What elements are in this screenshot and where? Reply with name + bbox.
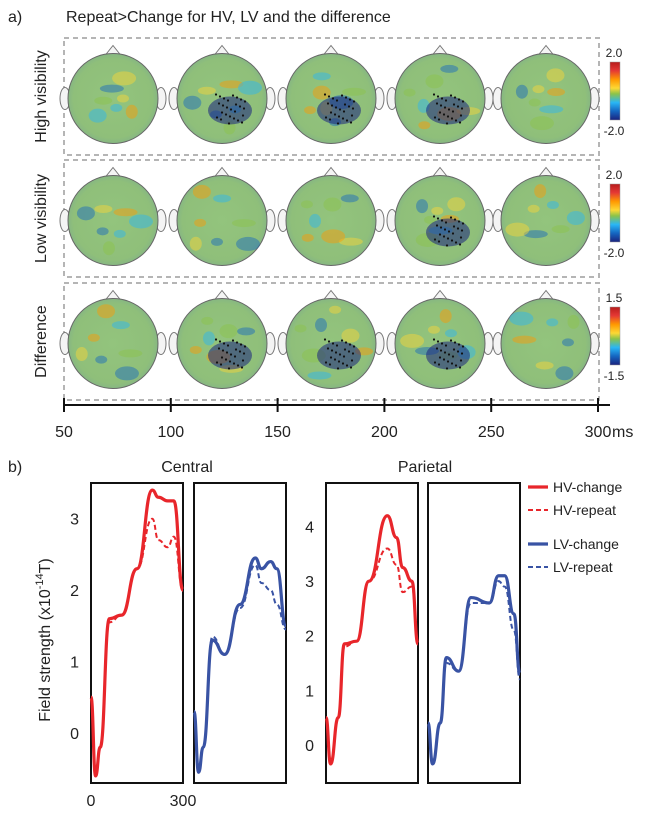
legend: HV-change HV-repeat LV-change LV-repeat xyxy=(528,479,622,575)
colorbar xyxy=(609,306,621,366)
series-line-hv-change xyxy=(324,514,420,766)
topomap-head xyxy=(277,44,385,144)
series-line-lv-change xyxy=(192,556,288,774)
colorbar-min-label: -2.0 xyxy=(604,246,625,260)
y-tick-label: 1 xyxy=(70,655,79,672)
row-label: Low visibility xyxy=(33,174,50,263)
topomap-head xyxy=(386,166,494,266)
legend-label: HV-change xyxy=(553,479,622,495)
plot-frame xyxy=(427,482,521,784)
y-tick-label: 3 xyxy=(305,574,314,591)
panel-a-title: Repeat>Change for HV, LV and the differe… xyxy=(66,9,391,26)
colorbar-min-label: -2.0 xyxy=(604,124,625,138)
topomap-head xyxy=(59,289,167,389)
time-tick-label: 250 xyxy=(478,424,505,441)
legend-label: HV-repeat xyxy=(553,502,616,518)
y-axis-label: Field strength (x10-14T) xyxy=(34,558,54,722)
topomap-head xyxy=(492,289,600,389)
colorbar-max-label: 1.5 xyxy=(606,291,623,305)
group-title-central: Central xyxy=(161,459,213,476)
topomap-head xyxy=(492,166,600,266)
colorbar xyxy=(609,183,621,243)
time-tick-label: 200 xyxy=(371,424,398,441)
group-title-parietal: Parietal xyxy=(398,459,452,476)
y-tick-label: 2 xyxy=(305,629,314,646)
topomap-head xyxy=(492,44,600,144)
row-label: High visibility xyxy=(33,50,50,142)
x-tick-label: 300 xyxy=(170,793,197,810)
topomap-head xyxy=(59,44,167,144)
legend-label: LV-repeat xyxy=(553,559,613,575)
topomap-grid: High visibility 2.0 -2.0 Low visibility 2.0 -… xyxy=(33,37,625,401)
topomap-head xyxy=(168,166,276,266)
legend-label: LV-change xyxy=(553,536,619,552)
series-line-hv-change xyxy=(89,488,185,778)
x-tick-label: 0 xyxy=(87,793,96,810)
time-axis: 50 100 150 200 250 300 ms xyxy=(55,398,633,441)
topomap-head xyxy=(277,166,385,266)
colorbar-max-label: 2.0 xyxy=(606,46,623,60)
time-unit-label: ms xyxy=(612,424,633,441)
topomap-head xyxy=(386,289,494,389)
time-tick-label: 100 xyxy=(157,424,184,441)
time-tick-label: 150 xyxy=(264,424,291,441)
y-tick-label: 0 xyxy=(70,726,79,743)
y-tick-label: 0 xyxy=(305,738,314,755)
y-tick-label: 1 xyxy=(305,683,314,700)
row-label: Difference xyxy=(33,305,50,378)
time-tick-label: 50 xyxy=(55,424,73,441)
series-line-hv-repeat xyxy=(90,517,184,777)
colorbar-min-label: -1.5 xyxy=(604,369,625,383)
topomap-head xyxy=(277,289,385,389)
panel-b-label: b) xyxy=(8,459,22,476)
y-tick-label: 4 xyxy=(305,520,314,537)
plot-frame xyxy=(325,482,419,784)
topomap-head xyxy=(168,289,276,389)
plot-frame xyxy=(193,482,287,784)
series-line-lv-change xyxy=(426,574,522,766)
series-line-lv-repeat xyxy=(427,580,521,765)
topomap-head xyxy=(168,44,276,144)
series-line-hv-repeat xyxy=(325,547,419,765)
topomap-head xyxy=(386,44,494,144)
plot-frame xyxy=(90,482,184,784)
colorbar-max-label: 2.0 xyxy=(606,168,623,182)
y-tick-label: 2 xyxy=(70,583,79,600)
time-tick-label: 300 xyxy=(585,424,612,441)
colorbar xyxy=(609,61,621,121)
y-tick-label: 3 xyxy=(70,512,79,529)
panel-a-label: a) xyxy=(8,9,22,26)
line-charts: 0 1 2 3 0 1 2 3 4 0 300 xyxy=(70,482,522,810)
topomap-head xyxy=(59,166,167,266)
series-line-lv-repeat xyxy=(193,564,287,774)
